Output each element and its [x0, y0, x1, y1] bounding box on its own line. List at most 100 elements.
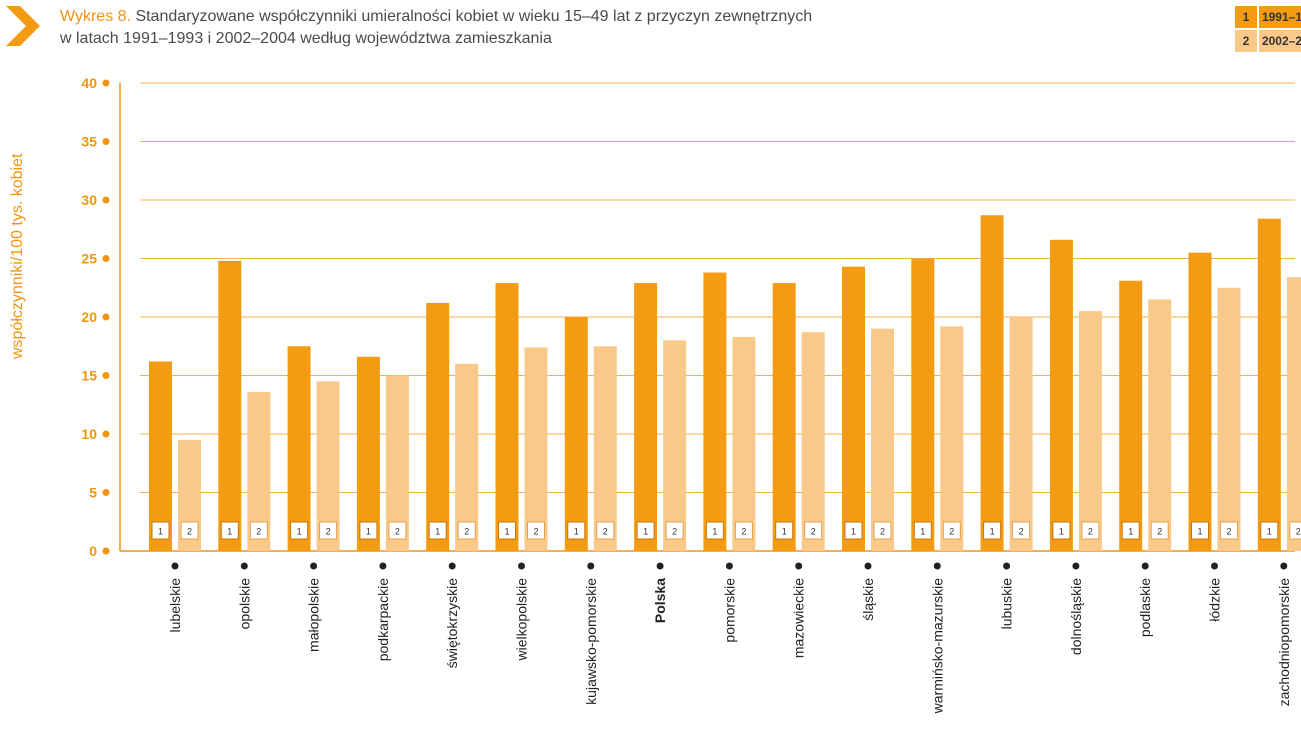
bar-1 — [1188, 252, 1212, 551]
bar-marker-label: 1 — [435, 527, 440, 537]
y-tick-dot — [102, 372, 110, 379]
bar-marker-box — [527, 521, 545, 540]
bar-marker-label: 1 — [158, 527, 163, 537]
bar-2 — [385, 375, 409, 551]
bar-marker-label: 1 — [574, 527, 579, 537]
bar-2 — [1286, 277, 1301, 551]
bar-1 — [495, 283, 519, 551]
bar-marker-label: 1 — [712, 527, 717, 537]
bar-marker-box — [873, 521, 892, 540]
bar-marker-box — [1289, 521, 1301, 540]
bar-2 — [940, 326, 964, 551]
bar-1 — [564, 317, 588, 551]
bar-marker-label: 2 — [741, 527, 746, 537]
bar-marker-box — [1220, 521, 1238, 540]
x-tick-dot — [379, 562, 387, 570]
x-tick-label: łódzkie — [1207, 578, 1223, 622]
bar-1 — [634, 283, 658, 551]
bar-marker-label: 2 — [464, 527, 469, 537]
x-tick-dot — [656, 562, 664, 570]
bar-marker-label: 1 — [504, 527, 509, 537]
bar-marker-box — [775, 521, 794, 540]
legend-marker-1: 1 — [1235, 6, 1257, 28]
x-tick-dot — [240, 562, 248, 570]
y-tick-dot — [102, 430, 110, 438]
bar-marker-label: 1 — [643, 527, 648, 537]
y-tick-dot — [102, 255, 110, 262]
bar-marker-label: 2 — [880, 527, 885, 537]
bar-marker-label: 2 — [811, 527, 816, 537]
bar-marker-label: 2 — [1088, 527, 1093, 537]
x-tick-label: wielkopolskie — [514, 578, 530, 662]
bar-1 — [1257, 218, 1281, 551]
y-tick-label: 30 — [81, 192, 97, 208]
chart-title-line2: w latach 1991–1993 i 2002–2004 według wo… — [60, 30, 552, 47]
bar-1 — [426, 302, 450, 551]
x-tick-dot — [795, 562, 803, 570]
y-tick-label: 20 — [81, 309, 97, 325]
x-tick-label: pomorskie — [721, 578, 737, 643]
x-tick-label: lubuskie — [999, 578, 1015, 630]
bar-marker-label: 2 — [256, 527, 261, 537]
bar-marker-box — [665, 521, 684, 540]
bar-marker-box — [359, 521, 378, 540]
bar-2 — [663, 340, 687, 551]
bar-marker-box — [290, 521, 309, 540]
x-tick-dot — [1211, 562, 1218, 570]
bar-1 — [1049, 239, 1073, 551]
bar-marker-label: 2 — [395, 527, 400, 537]
bar-marker-box — [734, 521, 753, 540]
bar-2 — [524, 347, 548, 551]
bar-marker-label: 1 — [1197, 527, 1202, 537]
y-tick-dot — [102, 313, 110, 321]
x-tick-label: lubelskie — [167, 578, 183, 633]
bar-2 — [1009, 317, 1033, 551]
bar-marker-box — [636, 521, 655, 540]
bar-marker-label: 2 — [949, 527, 954, 537]
bar-marker-label: 1 — [851, 527, 856, 537]
bar-marker-box — [249, 521, 268, 540]
x-tick-dot — [725, 562, 733, 570]
x-tick-label: Polska — [652, 578, 668, 623]
x-tick-label: dolnośląskie — [1068, 578, 1084, 655]
x-tick-label: świętokrzyskie — [444, 578, 460, 668]
bar-marker-box — [705, 521, 724, 540]
y-tick-label: 35 — [81, 134, 97, 150]
chart-title-prefix: Wykres 8. — [60, 8, 131, 25]
bar-marker-label: 2 — [603, 527, 608, 537]
x-tick-dot — [1141, 562, 1149, 570]
x-tick-dot — [1072, 562, 1080, 570]
bar-1 — [980, 215, 1004, 551]
legend-label-1: 1991–1993 — [1259, 6, 1301, 28]
bar-marker-label: 1 — [1267, 527, 1272, 537]
bar-2 — [247, 391, 271, 551]
bar-2 — [593, 346, 617, 551]
bar-1 — [356, 356, 380, 551]
x-tick-label: warmińsko-mazurskie — [929, 578, 945, 715]
bar-marker-box — [220, 521, 239, 540]
bar-marker-label: 2 — [1157, 527, 1162, 537]
bar-marker-label: 1 — [920, 527, 925, 537]
bar-1 — [218, 260, 242, 551]
bar-marker-box — [388, 521, 407, 540]
x-tick-label: śląskie — [860, 578, 876, 621]
y-tick-label: 25 — [81, 251, 97, 267]
bar-2 — [871, 328, 894, 551]
y-tick-label: 15 — [81, 368, 97, 384]
legend-item-1: 1 1991–1993 — [1235, 6, 1301, 28]
bar-marker-box — [983, 521, 1002, 540]
x-tick-dot — [518, 562, 525, 570]
bar-marker-label: 1 — [227, 527, 232, 537]
x-tick-dot — [310, 562, 318, 570]
x-tick-label: opolskie — [236, 578, 252, 630]
bar-1 — [287, 346, 311, 551]
bar-2 — [801, 332, 825, 551]
x-tick-dot — [864, 562, 872, 570]
bar-1 — [911, 258, 935, 551]
x-tick-label: kujawsko-pomorskie — [583, 578, 599, 705]
y-tick-dot — [102, 489, 110, 496]
bar-marker-box — [151, 521, 170, 540]
bar-marker-box — [1081, 521, 1100, 540]
bar-1 — [842, 266, 865, 551]
